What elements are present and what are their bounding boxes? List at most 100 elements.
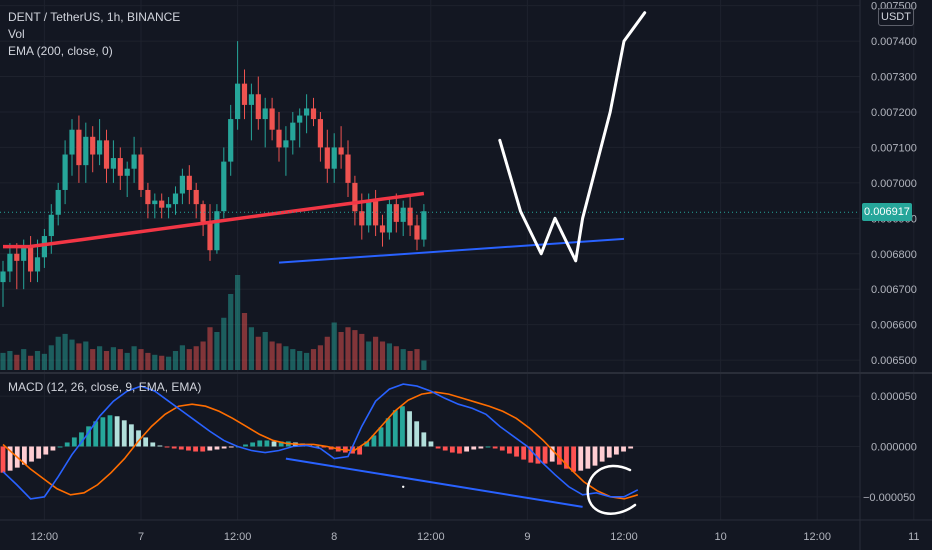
volume-bar xyxy=(283,346,289,370)
macd-histogram-bar xyxy=(107,415,113,447)
volume-bar xyxy=(352,330,358,370)
macd-histogram-bar xyxy=(592,446,598,466)
volume-bar xyxy=(117,349,123,370)
volume-bar xyxy=(235,275,241,370)
candle-body xyxy=(241,83,248,105)
projection-drawing xyxy=(498,11,647,263)
macd-histogram-bar xyxy=(585,446,591,469)
macd-histogram-bar xyxy=(400,406,405,447)
volume-bar xyxy=(0,352,6,370)
macd-histogram-bar xyxy=(414,421,420,447)
candle-body xyxy=(338,147,344,155)
candle-body xyxy=(297,115,303,123)
macd-histogram-bar xyxy=(549,446,555,462)
macd-histogram-bar xyxy=(228,446,234,448)
volume-bar xyxy=(221,317,227,370)
candle-body xyxy=(359,211,365,226)
volume-bar xyxy=(373,336,379,370)
volume-bar xyxy=(41,353,47,370)
time-tick-label: 8 xyxy=(331,531,337,543)
macd-histogram-bar xyxy=(421,432,427,447)
macd-histogram-bar xyxy=(193,446,198,452)
time-tick-label: 12:00 xyxy=(31,531,59,543)
candle-body xyxy=(304,108,310,116)
candle-body xyxy=(97,140,103,155)
macd-histogram-bar xyxy=(521,446,527,460)
macd-histogram-bar xyxy=(392,410,398,447)
macd-histogram-bar xyxy=(606,446,612,458)
macd-histogram-bar xyxy=(71,437,77,447)
macd-histogram-bar xyxy=(478,446,484,449)
candle-body xyxy=(214,211,220,251)
candle-body xyxy=(207,221,213,251)
candle-body xyxy=(34,257,41,272)
candle-body xyxy=(200,204,206,222)
macd-histogram-bar xyxy=(57,446,63,448)
volume-legend[interactable]: Vol xyxy=(8,27,25,41)
candle-body xyxy=(41,236,47,258)
macd-histogram-bar xyxy=(200,446,206,452)
candle-body xyxy=(138,154,144,190)
volume-bar xyxy=(262,332,268,370)
macd-legend[interactable]: MACD (12, 26, close, 9, EMA, EMA) xyxy=(8,380,202,394)
currency-badge[interactable]: USDT xyxy=(878,8,914,26)
volume-bar xyxy=(166,356,172,370)
time-tick-label: 12:00 xyxy=(417,531,445,543)
macd-histogram-bar xyxy=(221,446,227,449)
volume-bar xyxy=(152,354,158,370)
macd-tick-label: −0.000050 xyxy=(863,492,915,504)
volume-bar xyxy=(207,327,213,370)
volume-bar xyxy=(34,351,41,370)
macd-histogram-bar xyxy=(157,445,163,447)
macd-histogram-bar xyxy=(535,446,541,464)
macd-histogram-bar xyxy=(385,418,391,447)
macd-histogram-bar xyxy=(542,446,548,464)
macd-histogram-bar xyxy=(86,426,91,447)
candle-body xyxy=(276,129,282,148)
candle-body xyxy=(255,94,261,120)
candle-body xyxy=(331,147,337,169)
volume-bar xyxy=(124,352,130,370)
macd-histogram-bar xyxy=(371,435,377,447)
candle-body xyxy=(166,204,172,208)
macd-histogram-bar xyxy=(571,446,577,472)
macd-histogram-bar xyxy=(471,446,477,450)
candle-body xyxy=(324,147,330,169)
candle-body xyxy=(172,193,179,205)
volume-bar xyxy=(110,347,116,370)
volume-bar xyxy=(145,352,151,370)
volume-bar xyxy=(228,294,234,370)
volume-bar xyxy=(386,343,392,370)
macd-histogram-bar xyxy=(499,446,505,451)
macd-axis: 0.000050 0.000000 −0.000050 xyxy=(863,391,917,504)
candle-body xyxy=(310,108,317,120)
macd-histogram-bar xyxy=(114,416,120,447)
volume-bar xyxy=(179,345,185,370)
ema-legend[interactable]: EMA (200, close, 0) xyxy=(8,44,113,58)
macd-histogram-bar xyxy=(556,446,562,465)
macd-line xyxy=(2,383,639,500)
volume-bar xyxy=(414,349,420,370)
macd-histogram-bar xyxy=(271,441,277,447)
price-tick-label: 0.007200 xyxy=(871,107,917,119)
volume-bar xyxy=(14,354,20,370)
macd-histogram-bar xyxy=(178,446,184,450)
main-legend: DENT / TetherUS, 1h, BINANCE Vol EMA (20… xyxy=(8,9,180,60)
volume-bar xyxy=(324,336,330,370)
volume-bar xyxy=(304,352,310,370)
macd-histogram-bar xyxy=(457,446,462,454)
macd-tick-label: 0.000050 xyxy=(871,391,917,403)
volume-bar xyxy=(366,341,372,370)
candle-body xyxy=(366,200,372,226)
volume-bar xyxy=(400,349,406,370)
volume-bar xyxy=(103,351,110,370)
symbol-legend[interactable]: DENT / TetherUS, 1h, BINANCE xyxy=(8,10,181,24)
candle-body xyxy=(131,154,137,169)
volume-bar xyxy=(379,341,386,370)
macd-histogram-bar xyxy=(93,421,99,447)
macd-histogram-bar xyxy=(264,440,270,447)
price-tick-label: 0.007300 xyxy=(871,72,917,84)
price-axis: 0.0075000.0074000.0073000.0072000.007100… xyxy=(871,1,917,367)
macd-histogram-bar xyxy=(214,446,220,450)
